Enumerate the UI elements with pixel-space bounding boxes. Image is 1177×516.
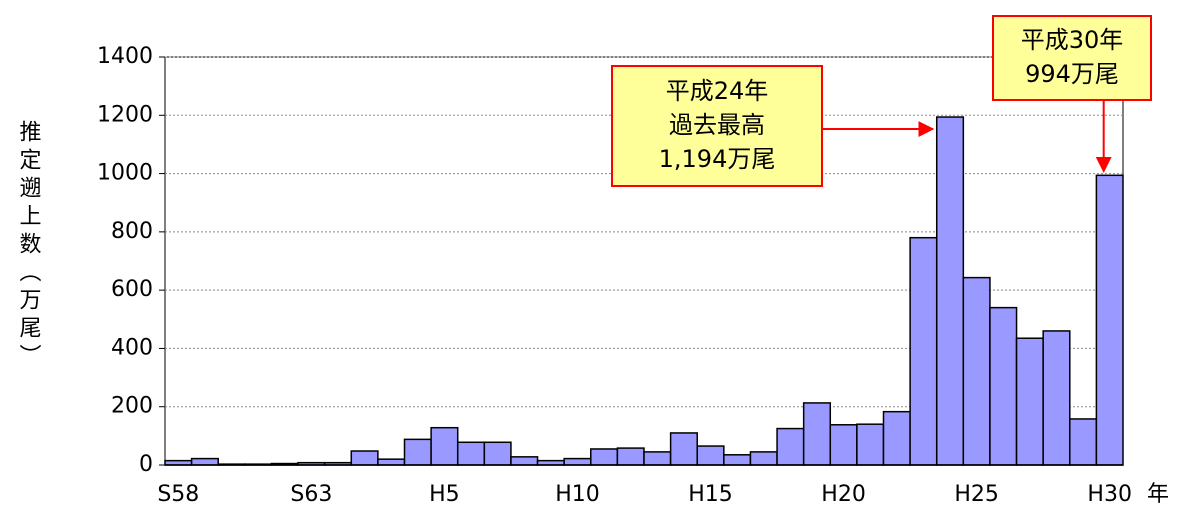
bar xyxy=(616,447,645,466)
bar xyxy=(935,116,965,466)
x-tick-label: H15 xyxy=(688,482,733,507)
bar xyxy=(590,448,619,466)
y-tick-label: 1000 xyxy=(97,161,153,186)
bar xyxy=(377,458,406,466)
y-tick-label: 1400 xyxy=(97,44,153,69)
bar xyxy=(350,450,379,466)
x-axis-unit: 年 xyxy=(1147,482,1169,507)
annotation-text: 平成30年 xyxy=(1021,26,1124,54)
x-tick-label: S58 xyxy=(157,482,199,507)
y-tick-label: 0 xyxy=(139,452,153,477)
annotation-box xyxy=(611,65,823,187)
bar xyxy=(456,441,486,466)
bar xyxy=(882,410,911,466)
bar xyxy=(776,427,805,466)
bar xyxy=(723,454,752,466)
bar xyxy=(856,423,885,466)
bar xyxy=(829,424,858,466)
bar xyxy=(749,451,778,466)
x-tick-label: H10 xyxy=(555,482,600,507)
bar xyxy=(510,456,539,466)
bar xyxy=(1095,174,1124,466)
bar xyxy=(403,438,432,466)
bar xyxy=(802,402,832,466)
y-tick-label: 600 xyxy=(111,277,153,302)
bar xyxy=(669,432,698,466)
y-tick-label: 200 xyxy=(111,394,153,419)
y-tick-label: 400 xyxy=(111,335,153,360)
bar xyxy=(962,276,991,466)
bar xyxy=(643,451,672,466)
y-tick-label: 800 xyxy=(111,219,153,244)
y-axis-label: 推定遡上数（万尾） xyxy=(16,120,42,372)
x-tick-label: H30 xyxy=(1087,482,1132,507)
bar xyxy=(483,441,512,466)
annotation-text: 過去最高 xyxy=(669,111,765,139)
bar xyxy=(1069,418,1098,466)
bar xyxy=(1015,337,1044,466)
bar xyxy=(989,306,1018,466)
bar xyxy=(909,236,938,466)
bar xyxy=(190,457,219,466)
bar xyxy=(1042,330,1071,466)
x-tick-label: S63 xyxy=(290,482,332,507)
annotation-box xyxy=(992,15,1152,101)
y-tick-label: 1200 xyxy=(97,102,153,127)
bar xyxy=(563,457,592,466)
x-tick-label: H5 xyxy=(429,482,460,507)
annotation-text: 1,194万尾 xyxy=(659,145,776,173)
x-tick-label: H25 xyxy=(954,482,999,507)
annotation-text: 平成24年 xyxy=(666,77,769,105)
bar xyxy=(430,426,459,466)
x-tick-label: H20 xyxy=(821,482,866,507)
bar xyxy=(696,445,725,466)
annotation-text: 994万尾 xyxy=(1025,60,1119,88)
